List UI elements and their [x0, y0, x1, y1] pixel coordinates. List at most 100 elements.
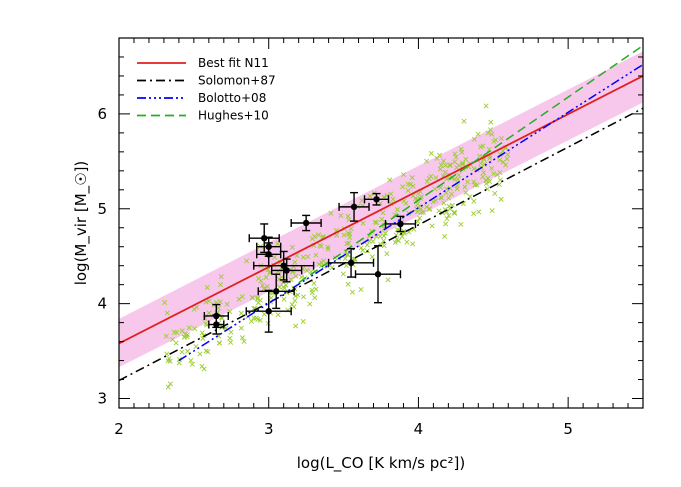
cloud-cross: [459, 149, 465, 155]
cloud-cross: [428, 150, 434, 156]
cloud-cross: [358, 245, 364, 251]
cloud-cross: [424, 178, 430, 184]
cloud-cross: [471, 210, 477, 217]
legend-label: Bolotto+08: [198, 91, 266, 105]
cloud-cross: [482, 161, 488, 167]
cloud-cross: [347, 234, 353, 241]
cloud-cross: [311, 280, 317, 286]
cloud-cross: [401, 172, 407, 178]
cloud-cross: [238, 325, 244, 331]
cloud-cross: [382, 230, 389, 236]
cloud-cross: [385, 277, 391, 283]
cloud-cross: [185, 348, 191, 354]
cloud-cross: [171, 329, 177, 335]
cloud-cross: [186, 325, 192, 331]
data-point: [283, 267, 290, 274]
data-point: [261, 234, 268, 242]
cloud-cross: [309, 290, 315, 296]
cloud-cross: [358, 287, 364, 293]
cloud-cross: [257, 317, 263, 323]
cloud-cross: [485, 130, 491, 136]
cloud-cross: [458, 221, 464, 227]
cloud-cross: [400, 184, 406, 190]
cloud-cross: [264, 283, 270, 290]
cloud-cross: [478, 160, 484, 166]
data-point: [397, 220, 404, 228]
cloud-cross: [399, 234, 405, 240]
cloud-cross: [261, 311, 267, 317]
cloud-cross: [498, 196, 504, 202]
cloud-cross: [387, 177, 393, 183]
cloud-cross: [497, 157, 503, 163]
x-tick-label: 5: [563, 420, 573, 438]
cloud-cross: [442, 233, 448, 239]
cloud-cross: [436, 208, 442, 214]
legend-label: Hughes+10: [198, 109, 269, 123]
cloud-cross: [217, 299, 223, 305]
cloud-cross: [199, 330, 205, 336]
cloud-cross: [167, 381, 173, 387]
cloud-cross: [173, 340, 179, 346]
cloud-cross: [238, 310, 244, 316]
cloud-cross: [488, 119, 494, 125]
cloud-cross: [248, 318, 255, 324]
cloud-cross: [384, 251, 390, 257]
cloud-cross: [345, 252, 351, 258]
x-tick-label: 4: [414, 420, 424, 438]
cloud-cross: [244, 258, 250, 264]
cloud-cross: [254, 296, 261, 302]
fit-lines: [119, 44, 643, 382]
cloud-cross: [293, 273, 299, 279]
cloud-cross: [390, 196, 396, 202]
cloud-cross: [474, 182, 480, 188]
cloud-cross: [417, 215, 423, 221]
cloud-cross: [359, 197, 365, 203]
cloud-cross: [288, 277, 294, 283]
y-tick-label: 3: [97, 390, 107, 408]
cloud-cross: [293, 323, 299, 329]
cloud-cross: [503, 162, 509, 168]
cloud-cross: [410, 241, 416, 247]
cloud-cross: [415, 218, 421, 225]
cloud-cross: [487, 155, 493, 161]
cloud-cross: [460, 161, 466, 167]
cloud-cross: [299, 274, 305, 280]
cloud-cross: [320, 258, 327, 264]
cloud-cross: [369, 254, 375, 260]
cloud-cross: [426, 175, 432, 181]
cloud-cross: [338, 213, 344, 219]
cloud-cross: [490, 171, 497, 177]
cloud-cross: [272, 254, 278, 260]
cloud-cross: [325, 246, 331, 252]
cloud-cross: [292, 259, 298, 265]
cloud-cross: [372, 219, 378, 225]
legend-label: Solomon+87: [198, 74, 276, 88]
cloud-cross: [498, 136, 504, 142]
cloud-cross: [206, 298, 212, 304]
cloud-cross: [304, 268, 310, 274]
cloud-cross: [462, 184, 468, 190]
cloud-cross: [483, 103, 489, 109]
cloud-cross: [224, 301, 230, 307]
cloud-cross: [342, 256, 348, 262]
series-line: [178, 63, 643, 362]
cloud-cross: [429, 223, 435, 229]
cloud-cross: [480, 143, 486, 149]
cloud-cross: [165, 384, 171, 390]
cloud-cross: [169, 420, 173, 424]
cloud-cross: [345, 281, 351, 287]
cloud-cross: [438, 162, 444, 168]
cloud-cross: [496, 181, 502, 188]
cloud-cross: [452, 176, 458, 182]
cloud-cross: [494, 172, 500, 178]
cloud-cross: [204, 285, 210, 291]
cloud-cross: [251, 315, 257, 321]
cloud-cross: [344, 252, 350, 258]
series-line: [119, 107, 643, 382]
cloud-cross: [409, 175, 415, 181]
data-point: [280, 262, 287, 269]
cloud-cross: [167, 358, 173, 364]
cloud-cross: [451, 209, 458, 215]
cloud-cross: [197, 351, 203, 357]
cloud-cross: [452, 151, 458, 157]
